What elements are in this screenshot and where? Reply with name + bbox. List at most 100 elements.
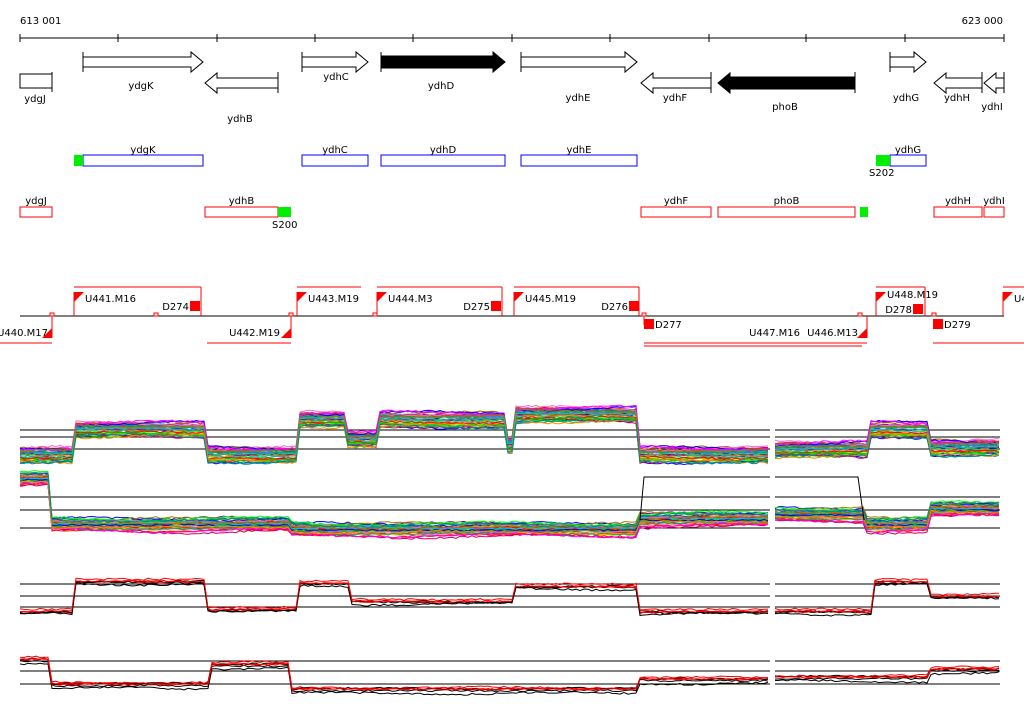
- expression-series: [775, 510, 999, 529]
- forward-feature-box: [889, 154, 927, 167]
- terminator-icon: [933, 319, 943, 329]
- expression-series: [774, 671, 1000, 684]
- transcript-label: U442.M19: [229, 328, 280, 339]
- transcript-label: U44: [1014, 294, 1024, 305]
- flag-icon: [281, 328, 291, 338]
- terminator-icon: [190, 301, 200, 311]
- expression-series: [774, 582, 1000, 617]
- expression-series: [19, 480, 768, 535]
- expression-series: [19, 579, 769, 614]
- gene-label: ydhD: [428, 81, 455, 92]
- terminator-label: D276: [601, 302, 628, 313]
- forward-feature-label: ydhE: [567, 145, 592, 156]
- gene-ydgK: ydgK: [82, 50, 204, 92]
- gene-arrow-reverse-icon: [204, 71, 279, 95]
- site-marker: [74, 155, 83, 166]
- expression-series: [774, 578, 1000, 611]
- expression-panel-3: [19, 574, 1000, 644]
- gene-label: ydhG: [893, 93, 919, 104]
- transcript-label: U446.M13: [807, 328, 858, 339]
- transcript-label: U443.M19: [308, 294, 359, 305]
- expression-series: [774, 502, 1000, 522]
- flag-icon: [876, 292, 886, 302]
- site-marker: [876, 155, 890, 166]
- reverse-feature-label: ydhH: [945, 196, 971, 207]
- reverse-feature-box: [640, 206, 712, 218]
- junction-marker: [641, 312, 647, 317]
- forward-feature-label: ydgK: [130, 145, 156, 156]
- forward-feature-box: [520, 154, 638, 167]
- expression-series: [19, 662, 769, 696]
- reverse-feature-box: [717, 206, 856, 218]
- expression-tracks: [19, 404, 1000, 714]
- expression-series: [774, 512, 1000, 534]
- expression-series: [774, 665, 1000, 678]
- expression-series: [639, 476, 770, 521]
- flag-icon: [857, 328, 867, 338]
- expression-series: [774, 500, 1000, 522]
- junction-marker: [857, 312, 863, 317]
- gene-ydhG: ydhG: [889, 50, 927, 104]
- junction-marker: [288, 312, 294, 317]
- reverse-feature-label: ydhF: [664, 196, 689, 207]
- flag-icon: [377, 292, 387, 302]
- track-gap: [770, 574, 775, 644]
- transcript-label: U447.M16: [749, 328, 800, 339]
- expression-series: [19, 659, 769, 693]
- junction-marker: [931, 312, 937, 317]
- expression-series: [774, 667, 1000, 679]
- expression-series: [20, 472, 769, 529]
- expression-series: [774, 433, 1000, 460]
- flag-icon: [297, 292, 307, 302]
- terminator-icon: [913, 304, 923, 314]
- expression-series: [19, 582, 769, 616]
- gene-label: phoB: [772, 102, 798, 113]
- gene-ydhI: ydhI: [981, 71, 1005, 113]
- gene-ydhE: ydhE: [520, 50, 638, 104]
- reverse-feature-label: ydhI: [983, 196, 1005, 207]
- gene-ydhD: ydhD: [380, 50, 506, 92]
- site-label: S200: [272, 220, 297, 231]
- expression-series: [19, 418, 769, 465]
- site-marker: [860, 207, 868, 217]
- expression-series: [19, 475, 769, 530]
- terminator-icon: [629, 301, 639, 311]
- ruler-ticks: [19, 34, 1005, 42]
- feature-tracks: ydgK ydhC ydhD ydhE ydhG S202 ydgJ ydhB ydhF phoB…: [19, 145, 1005, 231]
- expression-series: [774, 503, 1000, 520]
- gene-ydgJ: ydgJ: [19, 72, 53, 105]
- gene-label: ydhH: [944, 93, 970, 104]
- gene-arrow-forward-icon: [520, 50, 638, 74]
- transcript-label: U444.M3: [388, 294, 433, 305]
- gene-track: ydgJ ydgK ydhB ydhC ydhD ydhE ydhF phoB ydhG ydhH…: [19, 50, 1005, 125]
- expression-series: [19, 408, 769, 454]
- terminator-label: D278: [885, 305, 912, 316]
- reverse-feature-label: ydgJ: [25, 196, 47, 207]
- forward-feature-label: ydhG: [895, 145, 921, 156]
- gene-arrow-reverse-icon: [717, 71, 856, 95]
- expression-series: [19, 481, 769, 536]
- expression-series: [19, 482, 769, 539]
- expression-series: [19, 404, 769, 452]
- junction-marker: [153, 312, 159, 317]
- terminator-icon: [644, 319, 654, 329]
- gene-ydhF: ydhF: [640, 71, 712, 104]
- expression-series: [19, 413, 769, 457]
- expression-series: [774, 580, 1000, 614]
- gene-arrow-forward-icon: [380, 50, 506, 74]
- junction-marker: [49, 312, 55, 317]
- terminator-label: D275: [463, 302, 490, 313]
- gene-arrow-forward-icon: [82, 50, 204, 74]
- ruler: 613 001 623 000: [19, 16, 1005, 42]
- reverse-feature-box: [19, 206, 53, 218]
- expression-series: [19, 577, 769, 611]
- track-gap: [770, 420, 775, 490]
- transcript-label: U440.M17: [0, 328, 48, 339]
- transcript-track: U441.M16 D274 U443.M19 U444.M3 D275 U445.M19 D…: [0, 286, 1024, 347]
- gene-label: ydhE: [566, 93, 591, 104]
- forward-feature-box: [301, 154, 369, 167]
- forward-feature-box: [82, 154, 204, 167]
- expression-series: [774, 435, 1000, 458]
- gene-label: ydhC: [323, 72, 349, 83]
- forward-feature-label: ydhC: [322, 145, 348, 156]
